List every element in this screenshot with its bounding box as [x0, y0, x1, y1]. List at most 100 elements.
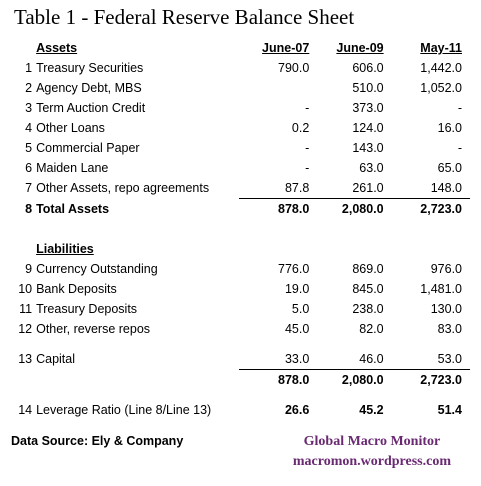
- cell-value: 2,723.0: [420, 373, 462, 387]
- cell-value: 19.0: [284, 282, 310, 296]
- cell-value: 5.0: [291, 302, 310, 316]
- row-number: 9: [25, 262, 33, 276]
- cell-value: 148.0: [391, 178, 470, 199]
- liabilities-total-row: 878.0 2,080.0 2,723.0: [10, 370, 470, 391]
- header-row: Assets June-07 June-09 May-11: [10, 38, 470, 58]
- table-row: 4 Other Loans 0.2 124.0 16.0: [10, 118, 470, 138]
- cell-value: 878.0: [278, 202, 310, 216]
- cell-value: 1,481.0: [420, 282, 462, 296]
- row-number: 12: [18, 322, 33, 336]
- section-header-liabilities: Liabilities: [35, 239, 239, 259]
- cell-value: 53.0: [391, 349, 470, 370]
- row-label: Other Loans: [36, 121, 105, 135]
- cell-value: [239, 78, 315, 98]
- cell-value: 1,052.0: [420, 81, 462, 95]
- cell-value: 33.0: [238, 349, 316, 370]
- cell-value: 261.0: [315, 178, 392, 199]
- brand-name: Global Macro Monitor: [303, 434, 441, 449]
- cell-value: 776.0: [278, 262, 310, 276]
- section-header-assets: Assets: [35, 38, 239, 58]
- cell-value: 16.0: [437, 121, 462, 135]
- liabilities-header: Liabilities: [36, 242, 94, 256]
- row-number: 11: [19, 302, 33, 316]
- row-label: Other, reverse repos: [36, 322, 151, 336]
- cell-value: 510.0: [352, 81, 384, 95]
- cell-value: 1,442.0: [420, 61, 462, 75]
- total-assets-row: 8 Total Assets 878.0 2,080.0 2,723.0: [10, 199, 470, 220]
- row-label: Capital: [36, 352, 76, 367]
- table-row: 11 Treasury Deposits 5.0 238.0 130.0: [10, 299, 470, 319]
- table-row: 5 Commercial Paper - 143.0 -: [10, 138, 470, 158]
- row-number: 2: [25, 81, 33, 95]
- row-label: Treasury Securities: [36, 61, 144, 75]
- column-header-1: June-07: [262, 41, 310, 55]
- row-label: Treasury Deposits: [36, 302, 138, 316]
- cell-value: 2,080.0: [341, 202, 384, 216]
- cell-value: 45.0: [284, 322, 310, 336]
- cell-value: 65.0: [437, 161, 462, 175]
- row-number: 13: [18, 352, 33, 367]
- column-header-2: June-09: [336, 41, 384, 55]
- table-row: 3 Term Auction Credit - 373.0 -: [10, 98, 470, 118]
- spacer-row: [10, 390, 470, 400]
- balance-sheet-table: Assets June-07 June-09 May-11 1 Treasury…: [10, 38, 470, 420]
- row-number: 8: [25, 201, 33, 216]
- table-row: 1 Treasury Securities 790.0 606.0 1,442.…: [10, 58, 470, 78]
- cell-value: 46.0: [315, 349, 392, 370]
- row-number: 3: [25, 101, 33, 115]
- cell-value: 143.0: [352, 141, 384, 155]
- cell-value: 2,080.0: [341, 373, 384, 387]
- cell-value: 51.4: [437, 403, 462, 417]
- row-label: Other Assets, repo agreements: [36, 181, 210, 196]
- brand-site: macromon.wordpress.com: [292, 454, 451, 469]
- row-label: Bank Deposits: [36, 282, 117, 296]
- row-number: 14: [18, 403, 33, 417]
- cell-value: 976.0: [430, 262, 462, 276]
- row-number: 6: [25, 161, 33, 175]
- cell-value: 790.0: [278, 61, 310, 75]
- cell-value: 878.0: [278, 373, 310, 387]
- table-row: 12 Other, reverse repos 45.0 82.0 83.0: [10, 319, 470, 339]
- table-row: 7 Other Assets, repo agreements 87.8 261…: [10, 178, 470, 199]
- cell-value: 2,723.0: [420, 202, 462, 216]
- spacer-row: [10, 339, 470, 349]
- capital-row: 13 Capital 33.0 46.0 53.0: [10, 349, 470, 370]
- column-header-3: May-11: [420, 41, 462, 55]
- row-label: Maiden Lane: [36, 161, 109, 175]
- cell-value: -: [305, 101, 310, 115]
- table-row: 2 Agency Debt, MBS 510.0 1,052.0: [10, 78, 470, 98]
- cell-value: -: [305, 141, 310, 155]
- cell-value: 82.0: [359, 322, 384, 336]
- row-label: Commercial Paper: [36, 141, 140, 155]
- cell-value: 87.8: [238, 178, 316, 199]
- cell-value: 606.0: [352, 61, 384, 75]
- cell-value: 869.0: [352, 262, 384, 276]
- spacer-row: [10, 219, 470, 239]
- liabilities-header-row: Liabilities: [10, 239, 470, 259]
- cell-value: 26.6: [284, 403, 310, 417]
- cell-value: 83.0: [437, 322, 462, 336]
- cell-value: 373.0: [352, 101, 384, 115]
- table-row: 6 Maiden Lane - 63.0 65.0: [10, 158, 470, 178]
- cell-value: 124.0: [352, 121, 384, 135]
- cell-value: 238.0: [352, 302, 384, 316]
- row-number: 7: [25, 181, 33, 196]
- row-label: Currency Outstanding: [36, 262, 158, 276]
- row-number: 5: [25, 141, 33, 155]
- row-number: 10: [18, 282, 33, 296]
- leverage-row: 14 Leverage Ratio (Line 8/Line 13) 26.6 …: [10, 400, 470, 420]
- cell-value: 45.2: [359, 403, 384, 417]
- brand-block: Global Macro Monitor macromon.wordpress.…: [293, 432, 451, 472]
- row-label: Agency Debt, MBS: [36, 81, 142, 95]
- table-row: 10 Bank Deposits 19.0 845.0 1,481.0: [10, 279, 470, 299]
- num-cell: [10, 38, 35, 58]
- cell-value: 845.0: [352, 282, 384, 296]
- row-label: Term Auction Credit: [36, 101, 146, 115]
- table-title: Table 1 - Federal Reserve Balance Sheet: [14, 5, 355, 29]
- cell-value: -: [457, 101, 462, 115]
- cell-value: 63.0: [359, 161, 384, 175]
- data-source-note: Data Source: Ely & Company: [11, 434, 184, 448]
- cell-value: 0.2: [291, 121, 310, 135]
- row-label: Leverage Ratio (Line 8/Line 13): [36, 403, 212, 417]
- row-number: 4: [25, 121, 33, 135]
